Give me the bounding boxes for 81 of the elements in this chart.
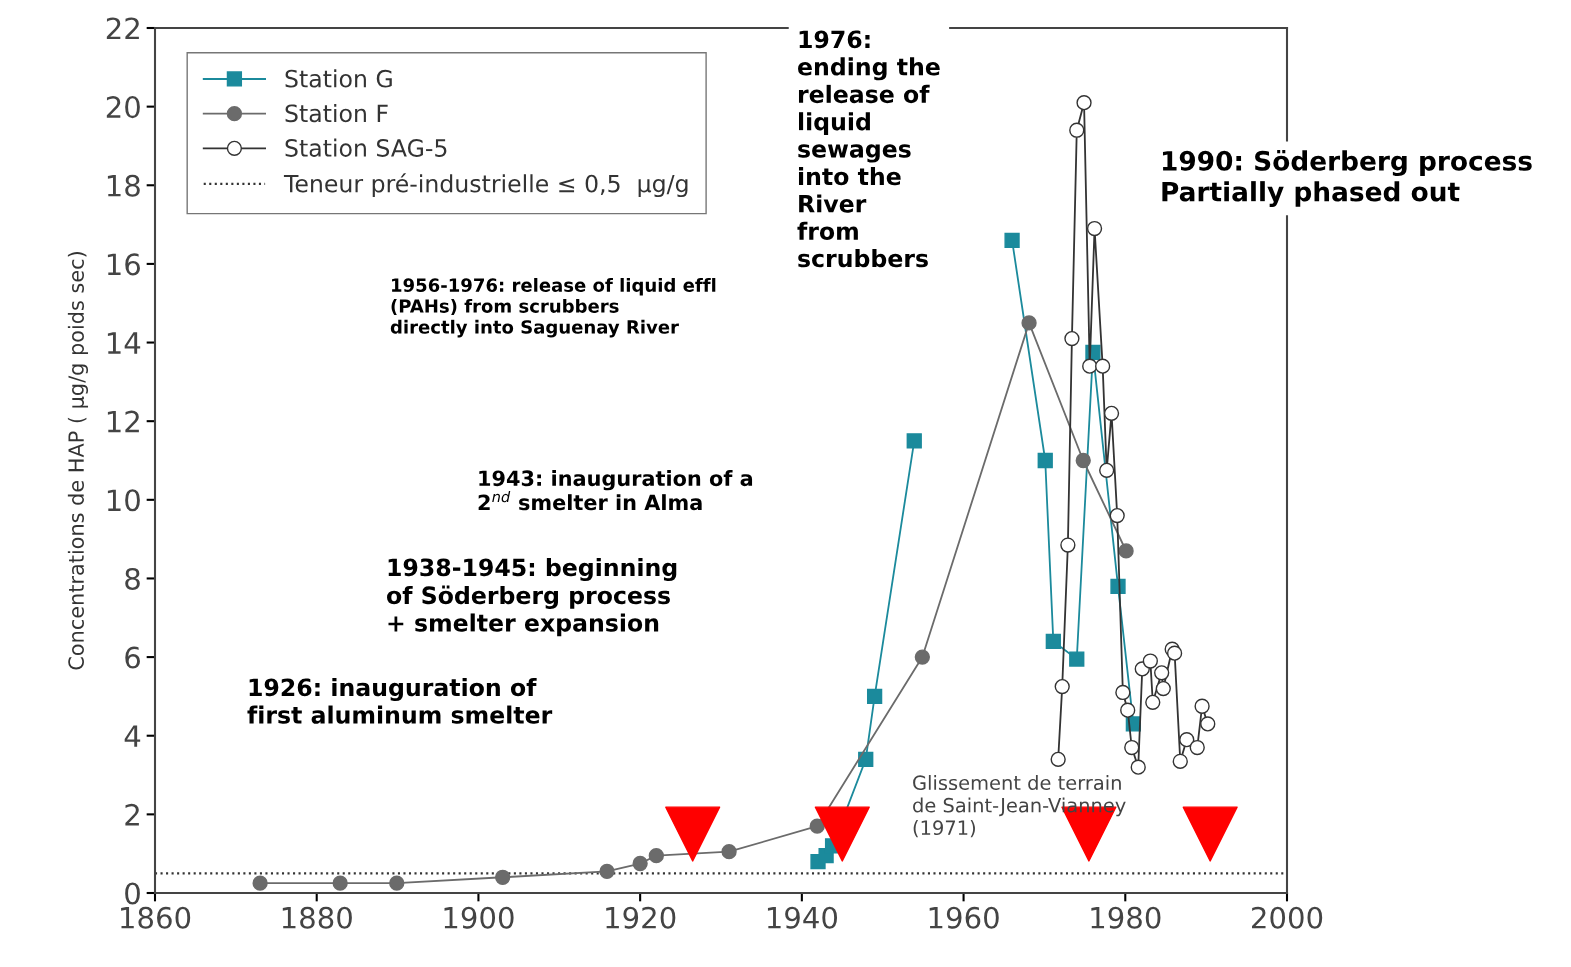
point [1075,452,1091,469]
legend-label: Teneur pré-industrielle ≤ 0,5 µg/g [283,173,688,198]
point [1054,678,1070,695]
point [1082,358,1098,374]
point [648,848,664,864]
legend-label: Station F [285,103,388,123]
point [1069,651,1085,667]
point [389,875,405,891]
point [1064,330,1080,347]
point [1142,653,1158,669]
point [1050,751,1066,767]
y-tick-label: 8 [125,567,140,590]
x-tick-label: 1860 [121,906,191,929]
y-tick-label: 10 [107,489,140,512]
x-tick-label: 1920 [606,906,676,929]
legend-label: Station SAG-5 [285,138,447,157]
x-tick-label: 1940 [767,906,838,929]
point [914,649,930,665]
point [1037,452,1053,469]
y-tick-label: 2 [125,803,139,826]
y-tick-label: 6 [125,646,140,669]
point [1118,543,1134,559]
point [1124,739,1140,756]
y-tick-label: 0 [125,882,140,905]
annotation: Glissement de terrain de Saint-Jean-Vianney (1971) [913,775,1126,838]
point [1166,645,1183,661]
point [1200,716,1216,732]
point [1060,537,1076,553]
point [1155,680,1171,697]
legend-label: Station G [285,69,392,88]
point [814,806,870,862]
x-tick-label: 1960 [929,906,999,929]
point [632,855,648,872]
point [1172,753,1188,769]
text: 1976: ending the release of liquid sewages into the River from scrubbers [797,30,940,268]
point [906,433,922,449]
point [1069,122,1085,138]
point [1189,739,1205,756]
x-tick-label: 1880 [282,906,352,929]
x-tick-label: 2000 [1252,906,1323,929]
point [1179,732,1195,748]
y-tick-label: 22 [106,17,139,40]
point [252,875,268,891]
annotation: 1926: inauguration of first aluminum smelter [247,678,553,724]
point [332,875,348,891]
x-tick-label: 1900 [444,906,514,929]
point [599,863,615,880]
point [1194,698,1210,714]
point [1095,358,1111,374]
x-tick-label: 1980 [1091,906,1161,929]
point [721,844,737,860]
point [1045,633,1061,650]
point [1182,806,1238,862]
annotation: 1990: Söderberg process Partially phased out [1162,150,1532,207]
y-tick-label: 4 [124,725,141,747]
point [1145,694,1161,710]
point [1103,405,1120,421]
point [858,751,874,767]
y-tick-label: 12 [107,410,139,433]
point [1154,665,1170,681]
point [1086,220,1103,237]
point [1130,759,1146,775]
point [665,806,721,862]
y-axis-title: Concentrations de HAP ( µg/g poids sec) [67,252,89,670]
point [866,688,883,705]
annotation: 1956-1976: release of liquid effl (PAHs) from scrubbers directly into Saguenay River [390,278,716,338]
point [1021,315,1037,331]
point [1115,684,1131,701]
point [495,869,511,885]
annotation: 1938-1945: beginning of Söderberg process + smelter expansion [387,558,677,637]
y-tick-label: 16 [107,253,140,276]
point [1076,95,1092,111]
point [1004,232,1020,248]
annotation: 1943: inauguration of a 2$^{nd}$ smelter in Alma [478,470,753,511]
point [1120,702,1136,718]
y-tick-label: 14 [107,332,141,354]
y-tick-label: 18 [107,174,140,197]
point [1109,507,1125,524]
y-tick-label: 20 [106,96,140,119]
point [1099,462,1115,478]
point [809,818,825,834]
